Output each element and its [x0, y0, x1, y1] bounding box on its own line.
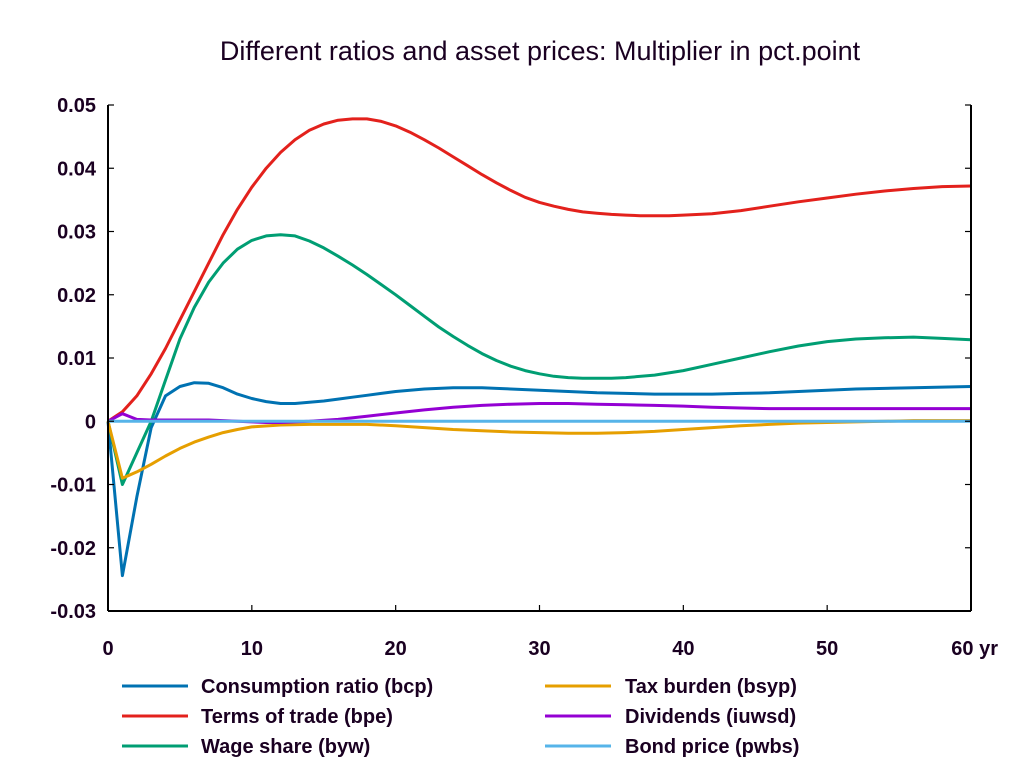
y-tick-label: 0.04 [57, 158, 97, 180]
legend: Consumption ratio (bcp) Terms of trade (b… [122, 676, 799, 758]
x-tick-label: 10 [241, 638, 263, 660]
legend-label: Bond price (pwbs) [625, 736, 799, 758]
legend-item: Consumption ratio (bcp) [122, 676, 433, 698]
legend-label: Consumption ratio (bcp) [201, 676, 433, 698]
series-line-consumption-ratio-bcp [106, 381, 972, 578]
x-tick-label: 30 [528, 638, 550, 660]
y-tick-label: -0.01 [50, 475, 96, 497]
legend-item: Dividends (iuwsd) [545, 706, 796, 728]
y-tick-label: 0.01 [57, 348, 96, 370]
series-line-wage-share-byw [106, 233, 972, 486]
legend-label: Wage share (byw) [201, 736, 370, 758]
y-tick-label: 0.02 [57, 285, 96, 307]
x-tick-label: 0 [102, 638, 113, 660]
legend-item: Bond price (pwbs) [545, 736, 799, 758]
legend-item: Terms of trade (bpe) [122, 706, 393, 728]
x-tick-label: 50 [816, 638, 838, 660]
x-axis: 0 10 20 30 40 50 60 yr [102, 605, 998, 660]
legend-label: Terms of trade (bpe) [201, 706, 393, 728]
y-tick-label: -0.03 [50, 601, 96, 623]
y-tick-label: 0.03 [57, 222, 96, 244]
legend-label: Tax burden (bsyp) [625, 676, 797, 698]
x-tick-label: 60 yr [951, 638, 998, 660]
series-line-terms-of-trade-bpe [107, 117, 972, 423]
series-line-tax-burden-bsyp [106, 419, 971, 480]
legend-label: Dividends (iuwsd) [625, 706, 796, 728]
chart-title: Different ratios and asset prices: Multi… [220, 36, 861, 66]
legend-item: Tax burden (bsyp) [545, 676, 797, 698]
y-tick-label: -0.02 [50, 538, 96, 560]
legend-item: Wage share (byw) [122, 736, 370, 758]
y-axis: -0.03 -0.02 -0.01 0 0.01 0.02 0.03 0.04 0.05 [50, 95, 972, 623]
plot-area [106, 117, 972, 578]
x-tick-label: 40 [672, 638, 694, 660]
y-tick-label: 0 [85, 411, 96, 433]
series-line-dividends-iuwsd [107, 402, 971, 424]
y-tick-label: 0.05 [57, 95, 96, 117]
x-tick-label: 20 [385, 638, 407, 660]
